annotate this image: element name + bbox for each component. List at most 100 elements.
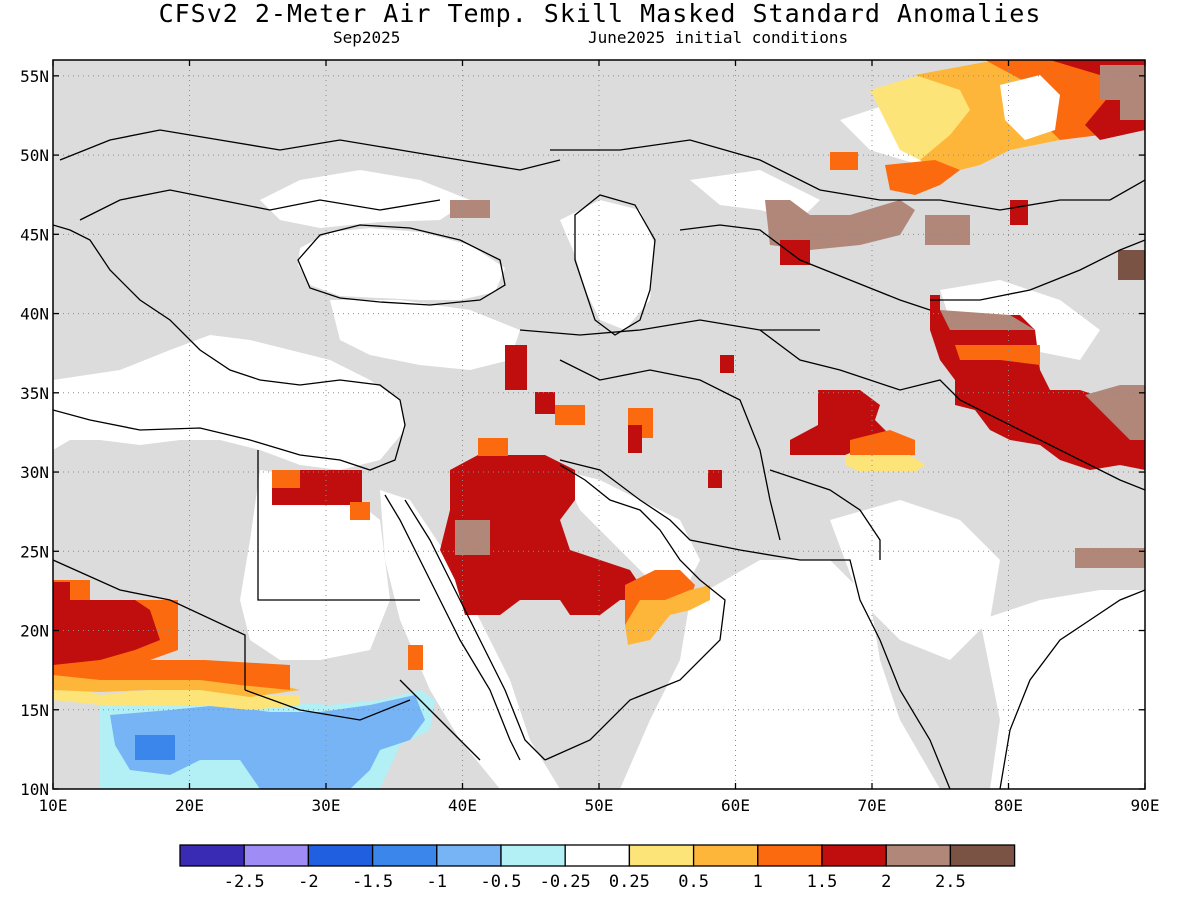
sudan-border [244,689,411,721]
russia-white [260,170,470,228]
x-tick-label: 30E [312,796,341,815]
colorbar-swatch [821,844,887,867]
arabia-warm-core [440,455,650,615]
colorbar-label: 1 [753,872,763,892]
uzbek-warm-core [780,240,810,265]
colorbar-swatch [692,844,759,867]
colorbar-swatch [243,844,310,867]
colorbar-swatch [885,844,952,867]
red-sea-coast [384,494,521,761]
cool-anomaly-strong [135,735,175,760]
x-tick-label: 90E [1131,796,1160,815]
y-tick-label: 35N [20,384,49,403]
africa-border-2 [53,559,246,690]
iraq-warm-south [535,392,555,414]
map-title: CFSv2 2-Meter Air Temp. Skill Masked Sta… [158,0,1042,28]
y-tick-label: 40N [20,305,49,324]
turkmen-warm-small [720,355,734,373]
bay-of-bengal-white [980,590,1145,789]
y-tick-label: 15N [20,701,49,720]
persian-gulf-white [560,470,700,600]
iran-warm-small [708,470,722,488]
kyrgyz-extreme [925,215,970,245]
caspian-sea [560,200,655,330]
afghan-border [759,329,961,401]
sahel-warm-edge [53,680,300,710]
arabia-extreme-patch [455,520,490,555]
y-tick-label: 50N [20,146,49,165]
colorbar-label: -0.5 [481,872,522,892]
africa-border-1 [257,450,420,601]
egypt-warm-edge [272,470,300,488]
x-tick-label: 50E [585,796,614,815]
europe-borders-2 [79,189,441,221]
kazakh-extreme [1100,65,1145,120]
colorbar-label: 1.5 [807,872,838,892]
longitude-axis: 10E 20E 30E 40E 50E 60E 70E 80E 90E [39,60,1160,815]
caspian-coast [574,194,656,336]
map-subtitle-month: Sep2025 [333,28,401,47]
colorbar-label: 0.5 [678,872,709,892]
colorbar-swatch [371,844,438,867]
y-tick-label: 20N [20,622,49,641]
iraq-warm-edge [555,405,585,425]
india-coast [800,559,951,789]
cool-anomaly-moderate [110,695,425,789]
himalaya-border [959,399,1145,491]
arabian-sea-white [620,560,940,789]
bengal-extreme [1075,548,1145,568]
kazakh-border [550,139,1145,211]
himalaya-warm-core [930,295,1145,470]
colorbar-label: -1 [427,872,447,892]
colorbar-label: -2.5 [224,872,265,892]
y-tick-label: 10N [20,780,49,799]
iran-border [559,359,781,541]
persian-gulf-north [559,459,801,561]
colorbar-swatch [500,844,566,867]
xinjiang-warm-small [1010,200,1028,225]
asia-border-1 [519,319,820,336]
colorbar-swatch [307,844,374,867]
colorbar-label: -1.5 [352,872,393,892]
arabia-west-coast [404,499,546,761]
colorbar-swatch [564,844,631,867]
colorbar: -2.5 -2 -1.5 -1 -0.5 -0.25 0.25 0.5 1 1.5 2 2.5 [179,844,1016,892]
arabia-warm-north [478,438,508,456]
xinjiang-extreme [1118,250,1145,280]
china-border [930,239,1145,301]
ukraine-extreme [450,200,490,218]
y-tick-label: 55N [20,67,49,86]
iraq-warm-core [505,345,527,390]
europe-borders [59,129,561,171]
himalaya-warm-edge [955,345,1040,365]
y-tick-label: 45N [20,225,49,244]
tibet-extreme [1085,385,1145,440]
mediterranean-sea [53,335,405,470]
coastlines-borders [53,129,1145,789]
egypt-warm-south [350,502,370,520]
colorbar-label: 0.25 [609,872,650,892]
sahel-warm-core [53,582,160,665]
map-subtitle-initial-conditions: June2025 initial conditions [588,28,849,47]
colorbar-label: -0.25 [540,872,591,892]
colorbar-swatch [949,844,1016,867]
pakistan-warm-faint [845,455,925,472]
colorbar-label: 2 [881,872,891,892]
black-sea-coast [297,224,506,306]
colorbar-swatch [628,844,695,867]
colorbar-swatch [179,844,245,867]
x-tick-label: 10E [39,796,68,815]
colorbar-swatch [436,844,502,867]
map-plot-area [53,60,1145,789]
x-tick-label: 40E [448,796,477,815]
tibet-extreme-west [940,310,1035,330]
y-tick-label: 30N [20,463,49,482]
kazakh-neutral-hole [1000,75,1060,140]
x-tick-label: 60E [721,796,750,815]
kazakh-warm-isolated [830,152,858,170]
africa-horn-coast [399,679,481,761]
asia-border-2 [679,224,931,311]
iran-warm-core [628,425,642,453]
colorbar-label: -2 [298,872,318,892]
